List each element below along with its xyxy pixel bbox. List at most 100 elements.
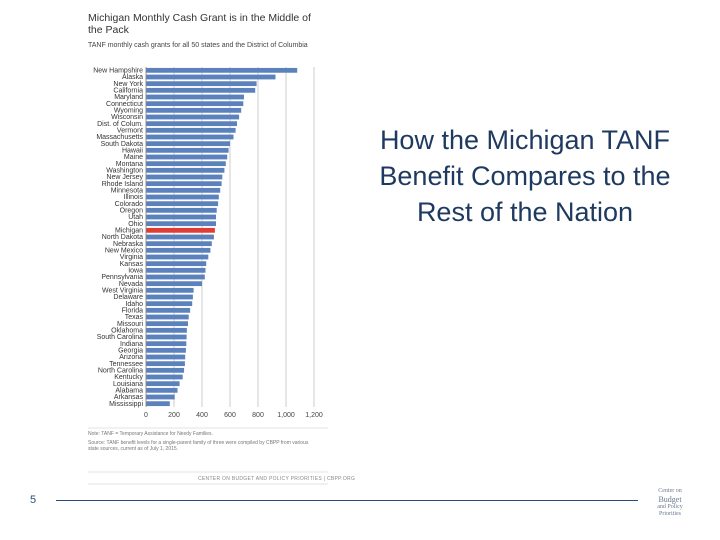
bar [146, 67, 298, 73]
category-label: Wisconsin [111, 114, 143, 121]
logo-line: and Policy [657, 504, 683, 510]
bar [146, 101, 244, 107]
bar [146, 127, 236, 133]
logo-line: Center on [658, 488, 682, 494]
bar [146, 94, 244, 100]
bar [146, 201, 219, 207]
bar [146, 367, 185, 373]
x-tick-label: 0 [144, 412, 148, 419]
x-tick-label: 200 [168, 412, 180, 419]
category-label: Illinois [124, 194, 144, 201]
chart-footnote-note: Note: TANF = Temporary Assistance for Ne… [88, 431, 213, 437]
category-label: Iowa [128, 268, 143, 275]
page-number: 5 [30, 494, 37, 506]
category-label: Dist. of Colum. [97, 121, 143, 128]
category-label: Michigan [115, 228, 143, 235]
category-label: Virginia [120, 254, 143, 261]
bar [146, 87, 256, 93]
category-label: Washington [106, 168, 143, 175]
category-label: Arizona [119, 354, 143, 361]
bar [146, 314, 189, 320]
bar [146, 334, 187, 340]
bar [146, 121, 237, 127]
bar [146, 187, 221, 193]
bar [146, 341, 187, 347]
bar [146, 261, 207, 267]
category-label: New Hampshire [93, 68, 143, 75]
bar [146, 154, 228, 160]
category-label: Kentucky [114, 374, 143, 381]
logo-line: Priorities [659, 511, 681, 517]
bar [146, 254, 209, 260]
bar [146, 214, 216, 220]
category-label: Oregon [120, 208, 143, 215]
category-label: North Carolina [98, 368, 143, 375]
bar [146, 247, 211, 253]
category-label: Louisiana [113, 381, 143, 388]
x-tick-label: 600 [224, 412, 236, 419]
logo-line: Budget [658, 495, 682, 504]
bar [146, 227, 215, 233]
category-label: Missouri [117, 321, 144, 328]
category-label: Hawaii [122, 148, 143, 155]
category-label: Kansas [120, 261, 144, 268]
category-label: Rhode Island [102, 181, 143, 188]
bar [146, 321, 188, 327]
bar [146, 307, 191, 313]
chart-source-credit: CENTER ON BUDGET AND POLICY PRIORITIES |… [198, 476, 356, 482]
category-label: West Virginia [102, 288, 143, 295]
bar [146, 347, 186, 353]
category-label: Ohio [128, 221, 143, 228]
bar [146, 294, 193, 300]
bar [146, 134, 234, 140]
chart-footnote-source-cont: state sources, current as of July 1, 201… [88, 446, 179, 452]
bar [146, 147, 229, 153]
bar [146, 381, 180, 387]
bar [146, 234, 214, 240]
category-label: California [113, 88, 143, 95]
category-label: Tennessee [109, 361, 143, 368]
category-label: Utah [128, 214, 143, 221]
bar [146, 241, 212, 247]
category-label: Colorado [115, 201, 144, 208]
category-label: North Dakota [102, 234, 143, 241]
x-tick-label: 400 [196, 412, 208, 419]
category-label: Mississippi [109, 401, 143, 408]
category-label: Nevada [119, 281, 143, 288]
category-label: Vermont [117, 128, 143, 135]
x-tick-label: 800 [252, 412, 264, 419]
bar [146, 74, 276, 80]
category-label: Texas [125, 314, 144, 321]
x-tick-label: 1,200 [305, 412, 323, 419]
bar [146, 141, 230, 147]
slide-title: How the Michigan TANF Benefit Compares t… [379, 125, 671, 227]
category-label: Nebraska [113, 241, 143, 248]
bar [146, 221, 216, 227]
category-label: Minnesota [111, 188, 143, 195]
category-label: Idaho [125, 301, 143, 308]
chart-subtitle: TANF monthly cash grants for all 50 stat… [88, 42, 308, 49]
bar [146, 181, 222, 187]
chart-footnote-source: Source: TANF benefit levels for a single… [88, 440, 309, 446]
category-label: Arkansas [114, 394, 144, 401]
bar [146, 267, 206, 273]
footer-divider [56, 500, 638, 501]
bar [146, 354, 186, 360]
category-label: Maine [124, 154, 143, 161]
bar [146, 287, 194, 293]
category-label: Indiana [120, 341, 143, 348]
bar [146, 161, 226, 167]
bar [146, 374, 183, 380]
category-label: Alaska [122, 74, 143, 81]
category-label: New Jersey [106, 174, 143, 181]
bar [146, 107, 242, 113]
category-label: Oklahoma [111, 328, 143, 335]
bar [146, 174, 223, 180]
bar [146, 401, 170, 407]
bar [146, 361, 185, 367]
category-label: Massachusetts [96, 134, 143, 141]
bar [146, 387, 178, 393]
category-label: South Carolina [97, 334, 143, 341]
category-label: South Dakota [101, 141, 144, 148]
